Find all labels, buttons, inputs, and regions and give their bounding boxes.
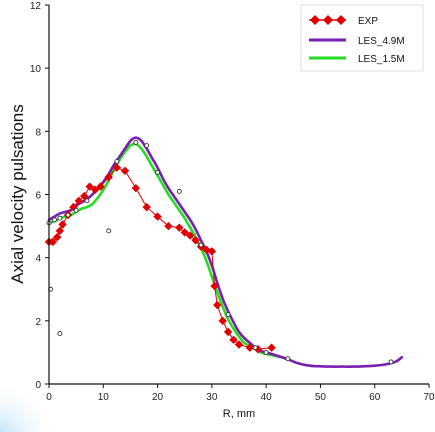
data-point-exp <box>164 221 173 231</box>
data-point-exp <box>234 340 244 349</box>
data-point-exp <box>245 343 255 352</box>
data-point-exp <box>142 202 151 212</box>
data-point-exp <box>96 182 105 191</box>
data-point-exp <box>90 185 100 194</box>
series-line-les-1-5m <box>47 142 290 360</box>
data-point-reference-points <box>198 242 204 248</box>
x-axis-ticks: 0 10 20 30 40 50 60 70 <box>46 384 435 403</box>
data-point-reference-points <box>285 356 291 362</box>
y-tick-label: 12 <box>30 1 42 12</box>
data-point-reference-points <box>388 359 394 365</box>
data-point-exp <box>74 196 84 206</box>
background-glow <box>0 330 120 432</box>
data-point-exp <box>85 182 94 191</box>
data-point-reference-points <box>252 345 258 351</box>
legend: EXP LES_4.9M LES_1.5M <box>300 4 424 72</box>
data-point-reference-points <box>114 158 120 164</box>
data-point-exp <box>80 191 89 201</box>
legend-item-les-4-9m: LES_4.9M <box>309 36 405 47</box>
data-point-reference-points <box>57 215 63 221</box>
data-point-reference-points <box>225 312 231 317</box>
data-point-exp <box>112 163 122 172</box>
y-tick-label: 6 <box>35 191 41 202</box>
legend-label-exp: EXP <box>358 16 378 27</box>
data-point-exp <box>218 316 227 326</box>
data-point-exp <box>52 232 62 242</box>
data-point-exp <box>267 343 276 352</box>
y-axis-ticks: 0 2 4 6 8 10 12 <box>30 1 49 391</box>
data-point-reference-points <box>176 188 182 194</box>
data-point-reference-points <box>133 139 139 145</box>
legend-box <box>300 4 424 72</box>
data-point-exp <box>185 231 195 240</box>
series-layer <box>44 136 404 368</box>
x-tick-label: 30 <box>206 392 218 403</box>
data-point-exp <box>210 281 219 291</box>
data-point-exp <box>223 327 233 337</box>
data-point-exp <box>131 183 141 193</box>
data-point-exp <box>48 237 57 247</box>
data-point-exp <box>175 223 184 232</box>
data-point-exp <box>213 300 222 310</box>
data-point-exp <box>58 220 67 229</box>
x-tick-label: 20 <box>152 392 164 403</box>
y-tick-label: 8 <box>35 127 41 138</box>
plot-area: 0 10 20 30 40 50 60 70 0 2 4 6 8 10 12 <box>30 1 435 403</box>
data-point-exp <box>229 335 238 344</box>
x-tick-label: 50 <box>315 392 327 403</box>
legend-item-exp: EXP <box>309 15 378 27</box>
legend-item-les-1-5m: LES_1.5M <box>309 54 405 65</box>
y-tick-label: 0 <box>35 380 41 391</box>
data-point-exp <box>191 236 200 245</box>
data-point-exp <box>180 228 189 237</box>
x-tick-label: 60 <box>369 392 381 403</box>
x-tick-label: 0 <box>46 392 52 403</box>
y-axis-title: Axial velocity pulsations <box>8 104 27 284</box>
y-tick-label: 2 <box>35 317 41 328</box>
x-tick-label: 70 <box>423 392 435 403</box>
data-point-reference-points <box>51 217 57 223</box>
data-point-exp <box>207 247 217 256</box>
data-point-reference-points <box>106 228 112 234</box>
data-point-reference-points <box>263 349 269 355</box>
legend-label-les-4-9m: LES_4.9M <box>358 36 405 47</box>
data-point-reference-points <box>73 207 79 213</box>
data-point-exp <box>69 202 78 212</box>
x-tick-label: 40 <box>261 392 273 403</box>
data-point-reference-points <box>155 169 161 175</box>
legend-label-les-1-5m: LES_1.5M <box>358 54 405 65</box>
data-point-reference-points <box>144 143 150 148</box>
x-axis-title: R, mm <box>223 408 255 420</box>
data-point-exp <box>104 172 113 182</box>
data-point-exp <box>55 226 65 236</box>
data-point-exp <box>120 166 130 176</box>
data-point-exp <box>153 212 162 221</box>
data-point-reference-points <box>84 198 90 204</box>
data-point-reference-points <box>57 331 63 336</box>
y-tick-label: 10 <box>30 64 42 75</box>
legend-marker-exp <box>310 15 346 25</box>
y-tick-label: 4 <box>35 254 41 265</box>
x-tick-label: 10 <box>98 392 110 403</box>
data-point-reference-points <box>65 212 71 218</box>
